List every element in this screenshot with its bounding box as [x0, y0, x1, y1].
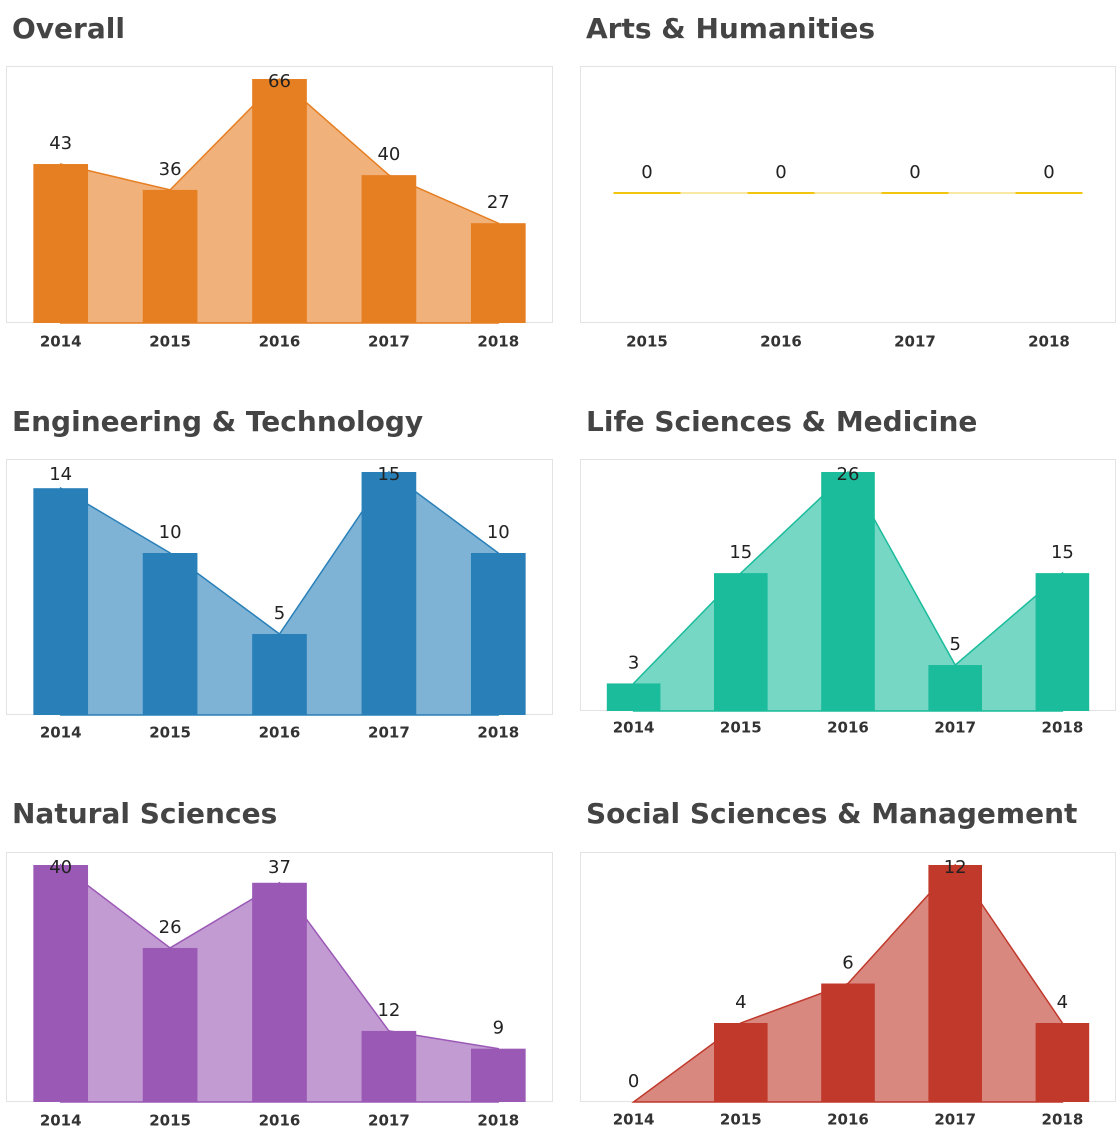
value-label: 36 — [159, 159, 182, 180]
x-tick-label: 2014 — [613, 719, 655, 737]
bar — [142, 189, 198, 323]
bar — [470, 553, 526, 715]
value-label: 4 — [1057, 992, 1068, 1013]
value-label: 0 — [775, 162, 786, 183]
x-tick-label: 2014 — [40, 724, 82, 742]
chart-title: Social Sciences & Management — [586, 797, 1077, 830]
value-label: 26 — [159, 917, 182, 938]
x-tick-label: 2018 — [477, 1112, 519, 1129]
value-label: 5 — [274, 603, 285, 624]
value-label: 12 — [944, 857, 967, 878]
x-tick-label: 2017 — [934, 719, 976, 737]
bar — [606, 683, 661, 711]
bar — [747, 192, 815, 194]
value-label: 15 — [377, 464, 400, 485]
value-label: 10 — [487, 522, 510, 543]
value-label: 0 — [628, 1071, 639, 1092]
x-tick-label: 2018 — [1042, 1111, 1084, 1129]
value-label: 27 — [487, 192, 510, 213]
x-tick-label: 2018 — [1042, 719, 1084, 737]
bar — [613, 192, 681, 194]
x-tick-label: 2015 — [720, 1111, 762, 1129]
bar — [252, 634, 307, 715]
chart-title: Natural Sciences — [12, 797, 277, 830]
x-tick-label: 2016 — [827, 1111, 869, 1129]
x-tick-label: 2016 — [259, 1112, 301, 1129]
value-label: 14 — [49, 464, 72, 485]
x-tick-label: 2017 — [368, 333, 410, 351]
bar — [928, 665, 982, 711]
bar — [821, 983, 875, 1102]
bar — [928, 865, 982, 1102]
bar — [361, 472, 417, 715]
value-label: 5 — [949, 634, 960, 655]
value-label: 26 — [837, 464, 860, 485]
value-label: 0 — [641, 162, 652, 183]
value-label: 66 — [268, 71, 291, 92]
bar — [1035, 573, 1090, 711]
chart-frame — [580, 66, 1116, 323]
bar — [252, 79, 307, 323]
bar — [821, 472, 875, 711]
bar — [470, 1048, 526, 1102]
bar — [714, 573, 768, 711]
bar — [1015, 192, 1083, 194]
value-label: 6 — [842, 953, 853, 974]
bar — [881, 192, 949, 194]
x-tick-label: 2018 — [477, 724, 519, 742]
x-tick-label: 2018 — [477, 333, 519, 351]
value-label: 40 — [49, 857, 72, 878]
bar — [361, 1030, 417, 1102]
value-label: 10 — [159, 522, 182, 543]
x-tick-label: 2015 — [720, 719, 762, 737]
x-tick-label: 2017 — [934, 1111, 976, 1129]
value-label: 12 — [377, 1000, 400, 1021]
value-label: 0 — [1043, 162, 1054, 183]
x-tick-label: 2017 — [894, 333, 936, 351]
value-label: 4 — [735, 992, 746, 1013]
bar — [33, 164, 89, 323]
x-tick-label: 2016 — [259, 724, 301, 742]
bar — [142, 553, 198, 715]
value-label: 43 — [49, 133, 72, 154]
x-tick-label: 2015 — [149, 333, 191, 351]
x-tick-label: 2014 — [40, 1112, 82, 1129]
bar — [33, 865, 89, 1102]
x-tick-label: 2015 — [149, 1112, 191, 1129]
x-tick-label: 2015 — [149, 724, 191, 742]
bar — [714, 1023, 768, 1102]
x-tick-label: 2016 — [760, 333, 802, 351]
value-label: 15 — [1051, 542, 1074, 563]
chart-title: Arts & Humanities — [586, 12, 875, 45]
chart-title: Life Sciences & Medicine — [586, 405, 977, 438]
x-tick-label: 2016 — [827, 719, 869, 737]
bar — [361, 175, 417, 323]
value-label: 0 — [909, 162, 920, 183]
value-label: 9 — [493, 1018, 504, 1039]
bar — [252, 882, 307, 1102]
bar — [470, 223, 526, 323]
x-tick-label: 2014 — [613, 1111, 655, 1129]
value-label: 15 — [729, 542, 752, 563]
x-tick-label: 2017 — [368, 1112, 410, 1129]
value-label: 3 — [628, 652, 639, 673]
chart-title: Overall — [12, 12, 125, 45]
x-tick-label: 2017 — [368, 724, 410, 742]
value-label: 40 — [377, 144, 400, 165]
bar — [142, 947, 198, 1102]
bar — [33, 488, 89, 715]
x-tick-label: 2016 — [259, 333, 301, 351]
x-tick-label: 2014 — [40, 333, 82, 351]
x-tick-label: 2018 — [1028, 333, 1070, 351]
value-label: 37 — [268, 857, 291, 878]
bar — [1035, 1023, 1090, 1102]
x-tick-label: 2015 — [626, 333, 668, 351]
chart-title: Engineering & Technology — [12, 405, 423, 438]
